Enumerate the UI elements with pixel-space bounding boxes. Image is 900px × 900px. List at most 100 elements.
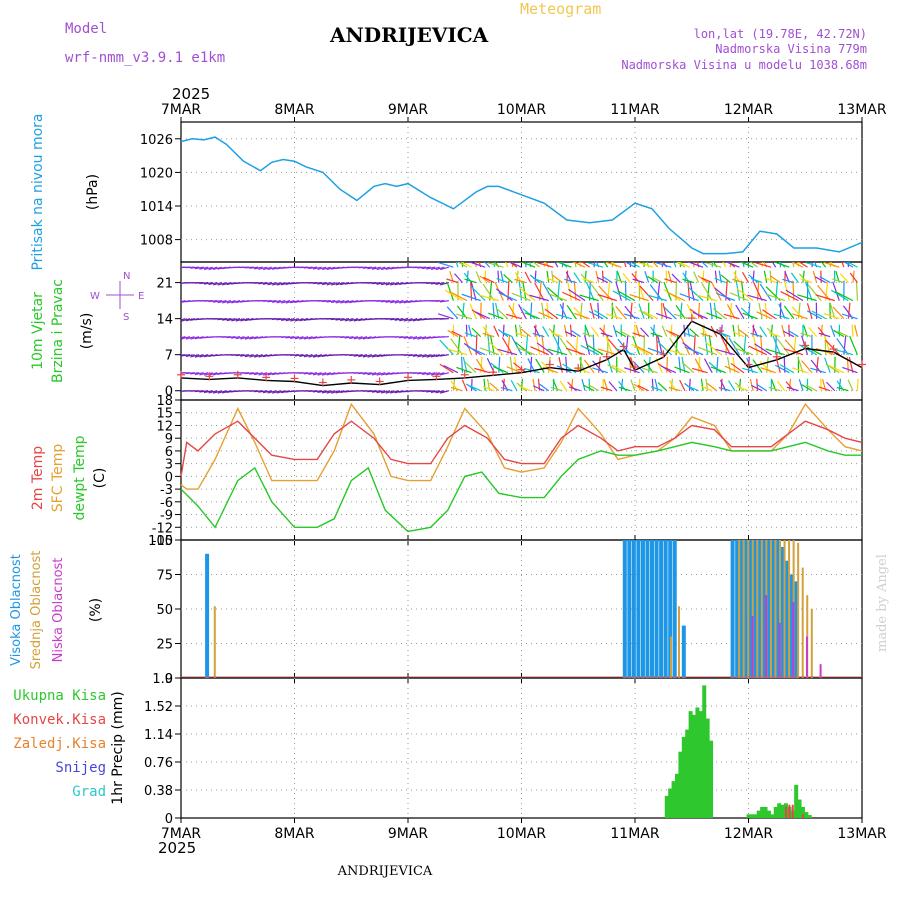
precip-bar (807, 815, 812, 818)
wind-arrow (408, 354, 418, 357)
wind-arrow (522, 280, 527, 301)
wind-arrow (715, 348, 736, 356)
wind-arrow (776, 338, 790, 356)
wind-arrow (800, 332, 813, 338)
precip-bar (800, 806, 805, 818)
wind-arrow (734, 347, 754, 356)
cloud-bar (640, 540, 645, 678)
wind-arrow (806, 303, 813, 319)
wind-arrow (312, 390, 322, 393)
cloud-bar (681, 625, 686, 678)
wind-arrow (371, 372, 381, 376)
wind-arrow (825, 363, 840, 374)
wind-arrow (262, 266, 272, 271)
wind-arrow (550, 332, 563, 338)
pressure-unit: (hPa) (85, 174, 101, 210)
wind-arrow (267, 300, 277, 303)
wind-arrow (362, 266, 372, 269)
wind-arrow (684, 346, 704, 356)
wind-arrow (770, 275, 781, 284)
wind-arrow (590, 284, 604, 301)
precipitation-ytick-label: 1.14 (144, 728, 173, 743)
wind-arrow (588, 310, 604, 320)
cloud-bar (788, 540, 791, 678)
wind-arrow (421, 266, 431, 270)
wind-arrow (312, 354, 322, 358)
wind-arrow (629, 262, 640, 268)
wind-arrow (606, 357, 613, 373)
wind-arrow (303, 354, 313, 358)
temperature-ytick-label: 18 (156, 394, 173, 409)
wind-arrow (763, 270, 768, 283)
wind-arrow (657, 382, 668, 392)
wind-arrow (765, 293, 786, 302)
wind-arrow (208, 300, 218, 303)
wind-arrow (693, 262, 695, 268)
wind-arrow (240, 318, 250, 322)
wind-arrow (408, 318, 418, 322)
wind-arrow (566, 304, 577, 319)
wind-arrow (448, 290, 468, 302)
wind-arrow (696, 262, 700, 268)
wind-arrow (547, 348, 568, 356)
wind-arrow (825, 280, 829, 301)
pressure-ytick-label: 1026 (140, 133, 173, 148)
station-title: ANDRIJEVICA (329, 23, 489, 47)
wind-arrow (790, 272, 799, 283)
wind-arrow (281, 300, 291, 304)
wind-arrow (608, 381, 618, 392)
wind-arrow (830, 289, 849, 302)
wind-arrow (776, 380, 786, 392)
wind-arrow (760, 367, 776, 374)
x-label-top: 13MAR (837, 102, 886, 118)
wind-arrow (738, 329, 749, 338)
wind-arrow (443, 365, 459, 374)
wind-arrow (522, 308, 536, 320)
wind-arrow (253, 266, 263, 270)
wind-arrow (623, 262, 627, 268)
temp-unit: (C) (92, 468, 108, 489)
wind-arrow (633, 383, 645, 392)
wind-arrow (572, 262, 586, 268)
wind-arrow (454, 273, 463, 283)
wind-arrow (385, 282, 395, 286)
precip-legend-item: Zaledj.Kisa (13, 736, 106, 752)
wind-arrow (312, 372, 322, 376)
wind-arrow (231, 336, 241, 339)
wind-arrow (679, 379, 686, 391)
wind-arrow (546, 270, 550, 283)
wind-arrow (221, 318, 232, 321)
cloud-bar (739, 540, 744, 678)
wind-arrow (622, 272, 631, 283)
wind-arrow (615, 330, 627, 338)
wind-arrow (804, 281, 813, 301)
wind-arrow (752, 270, 755, 283)
wind-arrow (538, 311, 554, 320)
cloud-bar (771, 540, 776, 678)
wind-arrow (612, 290, 631, 302)
wind-arrow (244, 266, 254, 269)
wind-arrow (611, 303, 618, 319)
panels: 1008101410201026071421-15-12-9-6-3036912… (140, 102, 887, 842)
wind-arrow (652, 262, 659, 268)
wind-arrow (570, 329, 581, 338)
wind-arrow (535, 334, 541, 355)
precip-bar (780, 804, 785, 818)
wind-arrow (723, 313, 740, 320)
wind-arrow (637, 384, 649, 392)
wind-arrow (780, 291, 799, 302)
wind-arrow (208, 282, 218, 286)
compass-e: E (138, 291, 144, 302)
wind-arrow (417, 372, 427, 375)
wind-arrow (520, 378, 524, 391)
wind-arrow (421, 372, 431, 375)
compass-s: S (123, 312, 129, 323)
wind-arrow (811, 310, 826, 320)
wind-arrow (376, 282, 386, 285)
year-top: 2025 (172, 85, 210, 103)
wind-arrow (843, 262, 854, 268)
wind-arrow (389, 318, 399, 321)
cloud-bar (778, 622, 781, 678)
wind-arrow (814, 262, 818, 268)
wind-arrow (601, 275, 613, 284)
